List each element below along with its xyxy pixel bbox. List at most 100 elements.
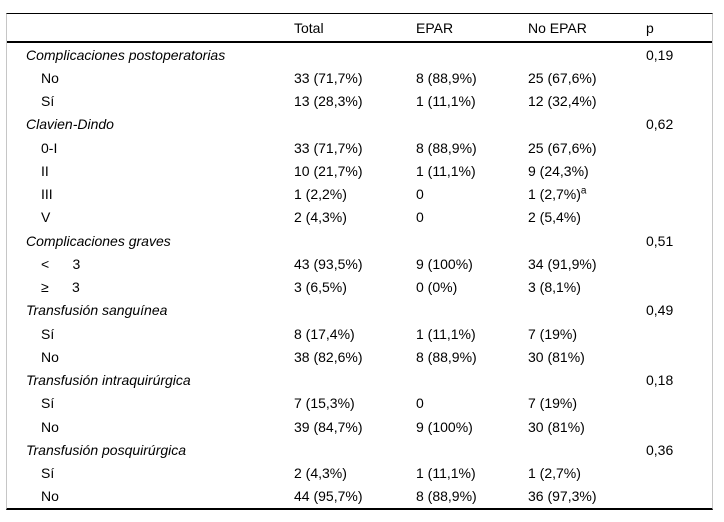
no-epar-value-text: 7 (19%) bbox=[528, 325, 578, 342]
table-row: No 39 (84,7%) 9 (100%) 30 (81%) bbox=[7, 415, 712, 438]
no-epar-value-text: 9 (24,3%) bbox=[528, 162, 589, 179]
row-label-text: Sí bbox=[41, 93, 55, 110]
row-label-text: < 3 bbox=[41, 255, 81, 272]
table-row: 0-I 33 (71,7%) 8 (88,9%) 25 (67,6%) bbox=[7, 136, 712, 159]
row-label: Sí bbox=[7, 466, 294, 480]
epar-value: 0 bbox=[416, 396, 528, 410]
row-label: III bbox=[7, 187, 294, 201]
row-label-text: Sí bbox=[41, 325, 55, 342]
table-row: II 10 (21,7%) 1 (11,1%) 9 (24,3%) bbox=[7, 159, 712, 182]
total-value: 10 (21,7%) bbox=[294, 164, 416, 178]
p-value: 0,51 bbox=[646, 234, 712, 248]
p-value: 0,19 bbox=[646, 48, 712, 62]
section-label: Complicaciones postoperatorias bbox=[7, 48, 294, 62]
row-label-text: Sí bbox=[41, 465, 55, 482]
table-header-row: Total EPAR No EPAR p bbox=[7, 14, 712, 43]
table-row: No 38 (82,6%) 8 (88,9%) 30 (81%) bbox=[7, 345, 712, 368]
table-row: < 3 43 (93,5%) 9 (100%) 34 (91,9%) bbox=[7, 252, 712, 275]
total-value-text: 2 (4,3%) bbox=[294, 209, 347, 226]
epar-value-text: 0 bbox=[416, 395, 424, 412]
total-value-text: 33 (71,7%) bbox=[294, 139, 363, 156]
epar-value: 1 (11,1%) bbox=[416, 327, 528, 341]
no-epar-value: 25 (67,6%) bbox=[528, 71, 646, 85]
epar-value-text: 1 (11,1%) bbox=[416, 325, 476, 342]
epar-value: 1 (11,1%) bbox=[416, 94, 528, 108]
total-value: 39 (84,7%) bbox=[294, 420, 416, 434]
total-value: 33 (71,7%) bbox=[294, 71, 416, 85]
row-label: No bbox=[7, 350, 294, 364]
p-value-text: 0,49 bbox=[646, 302, 674, 319]
total-value-text: 38 (82,6%) bbox=[294, 348, 363, 365]
column-header-total: Total bbox=[294, 19, 324, 36]
no-epar-value-text: 30 (81%) bbox=[528, 348, 585, 365]
total-value: 38 (82,6%) bbox=[294, 350, 416, 364]
section-row: Complicaciones postoperatorias 0,19 bbox=[7, 43, 712, 66]
epar-value: 1 (11,1%) bbox=[416, 164, 528, 178]
footnote-marker: a bbox=[580, 185, 587, 197]
table-row: Sí 13 (28,3%) 1 (11,1%) 12 (32,4%) bbox=[7, 90, 712, 113]
epar-value-text: 9 (100%) bbox=[416, 418, 473, 435]
epar-value: 1 (11,1%) bbox=[416, 466, 528, 480]
total-value: 2 (4,3%) bbox=[294, 466, 416, 480]
p-value-text: 0,36 bbox=[646, 441, 674, 458]
row-label: Sí bbox=[7, 94, 294, 108]
epar-value-text: 8 (88,9%) bbox=[416, 348, 477, 365]
total-value-text: 3 (6,5%) bbox=[294, 279, 347, 296]
table-row: Sí 8 (17,4%) 1 (11,1%) 7 (19%) bbox=[7, 322, 712, 345]
column-header-no-epar: No EPAR bbox=[528, 19, 587, 36]
epar-value: 9 (100%) bbox=[416, 257, 528, 271]
row-label: No bbox=[7, 489, 294, 503]
section-row: Transfusión posquirúrgica 0,36 bbox=[7, 438, 712, 461]
section-label-text: Transfusión intraquirúrgica bbox=[26, 372, 191, 389]
no-epar-value: 7 (19%) bbox=[528, 396, 646, 410]
total-value: 44 (95,7%) bbox=[294, 489, 416, 503]
column-header-p: p bbox=[646, 19, 654, 36]
row-label: < 3 bbox=[7, 257, 294, 271]
epar-value: 8 (88,9%) bbox=[416, 141, 528, 155]
epar-value: 0 bbox=[416, 187, 528, 201]
epar-value: 8 (88,9%) bbox=[416, 350, 528, 364]
row-label-text: V bbox=[41, 209, 51, 226]
no-epar-value: 1 (2,7%) bbox=[528, 466, 646, 480]
table-row: Sí 2 (4,3%) 1 (11,1%) 1 (2,7%) bbox=[7, 462, 712, 485]
table-row: III 1 (2,2%) 0 1 (2,7%)a bbox=[7, 183, 712, 206]
epar-value-text: 8 (88,9%) bbox=[416, 139, 477, 156]
total-value-text: 39 (84,7%) bbox=[294, 418, 363, 435]
total-value-text: 7 (15,3%) bbox=[294, 395, 355, 412]
section-label: Transfusión intraquirúrgica bbox=[7, 373, 294, 387]
total-value-text: 10 (21,7%) bbox=[294, 162, 363, 179]
epar-value: 0 bbox=[416, 210, 528, 224]
p-value-text: 0,19 bbox=[646, 46, 674, 63]
section-label-text: Complicaciones postoperatorias bbox=[26, 46, 226, 63]
row-label-text: No bbox=[41, 418, 59, 435]
row-label: 0-I bbox=[7, 141, 294, 155]
no-epar-value: 7 (19%) bbox=[528, 327, 646, 341]
section-label: Complicaciones graves bbox=[7, 234, 294, 248]
no-epar-value-text: 34 (91,9%) bbox=[528, 255, 597, 272]
table-body: Complicaciones postoperatorias 0,19 No 33 (… bbox=[7, 43, 712, 508]
no-epar-value-text: 2 (5,4%) bbox=[528, 209, 581, 226]
epar-value-text: 0 bbox=[416, 209, 424, 226]
row-label: V bbox=[7, 210, 294, 224]
section-row: Clavien-Dindo 0,62 bbox=[7, 113, 712, 136]
epar-value-text: 1 (11,1%) bbox=[416, 93, 476, 110]
row-label: Sí bbox=[7, 327, 294, 341]
no-epar-value-text: 3 (8,1%) bbox=[528, 279, 581, 296]
row-label-text: Sí bbox=[41, 395, 55, 412]
table-row: ≥ 3 3 (6,5%) 0 (0%) 3 (8,1%) bbox=[7, 276, 712, 299]
epar-value: 0 (0%) bbox=[416, 280, 528, 294]
section-label-text: Transfusión posquirúrgica bbox=[26, 441, 187, 458]
total-value: 3 (6,5%) bbox=[294, 280, 416, 294]
section-label: Clavien-Dindo bbox=[7, 117, 294, 131]
epar-value-text: 8 (88,9%) bbox=[416, 69, 477, 86]
no-epar-value: 30 (81%) bbox=[528, 420, 646, 434]
no-epar-value: 9 (24,3%) bbox=[528, 164, 646, 178]
total-value-text: 2 (4,3%) bbox=[294, 465, 347, 482]
total-value-text: 13 (28,3%) bbox=[294, 93, 363, 110]
p-value-text: 0,18 bbox=[646, 372, 674, 389]
row-label: ≥ 3 bbox=[7, 280, 294, 294]
total-value: 8 (17,4%) bbox=[294, 327, 416, 341]
no-epar-value-text: 30 (81%) bbox=[528, 418, 585, 435]
no-epar-value-text: 12 (32,4%) bbox=[528, 93, 597, 110]
no-epar-value: 30 (81%) bbox=[528, 350, 646, 364]
